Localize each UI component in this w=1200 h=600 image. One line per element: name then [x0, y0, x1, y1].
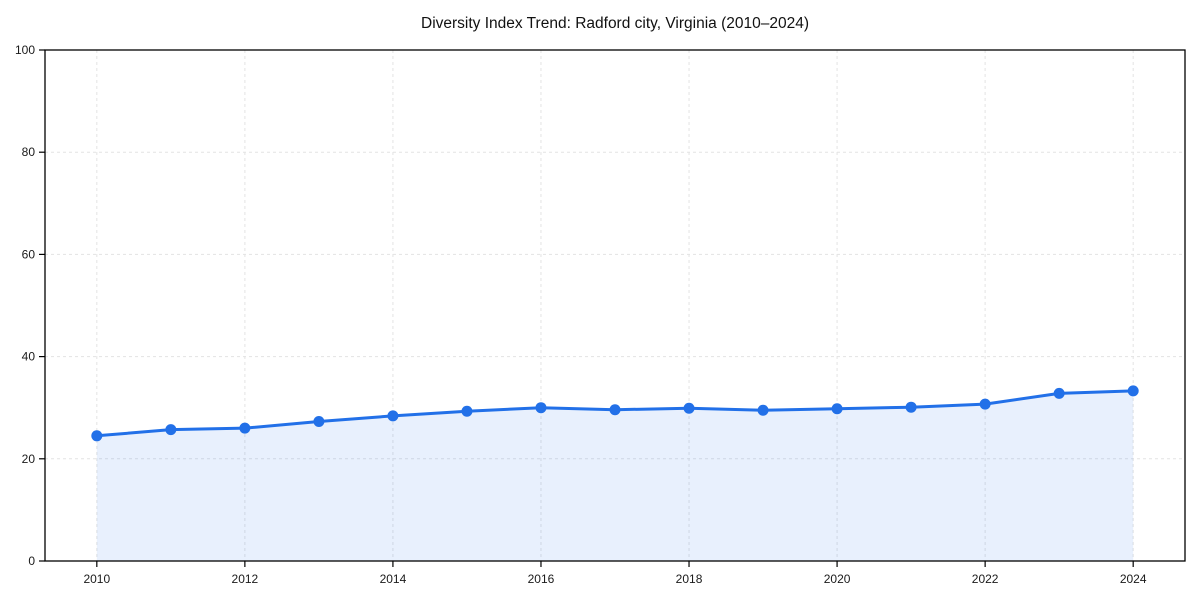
y-tick-label: 0 — [28, 554, 35, 568]
chart-title: Diversity Index Trend: Radford city, Vir… — [421, 15, 809, 32]
y-tick-label: 100 — [15, 43, 35, 57]
y-tick-label: 40 — [22, 350, 36, 364]
data-point-2024 — [1127, 385, 1139, 397]
data-point-2021 — [905, 401, 917, 413]
area-fill — [96, 390, 1134, 561]
x-tick-label: 2014 — [380, 572, 407, 586]
x-tick-label: 2020 — [824, 572, 851, 586]
data-point-2019 — [757, 404, 769, 416]
data-point-2014 — [387, 410, 399, 422]
data-point-2011 — [165, 424, 177, 436]
data-point-2010 — [91, 430, 103, 442]
x-tick-label: 2016 — [528, 572, 555, 586]
y-tick-label: 80 — [22, 145, 36, 159]
x-tick-label: 2018 — [676, 572, 703, 586]
x-tick-label: 2012 — [232, 572, 259, 586]
axis-frame — [44, 49, 1186, 562]
data-point-2020 — [831, 403, 843, 415]
x-tick-label: 2024 — [1120, 572, 1147, 586]
data-point-2018 — [683, 402, 695, 414]
x-tick-label: 2022 — [972, 572, 999, 586]
y-tick-label: 60 — [22, 247, 36, 261]
plot-area: 2010 2012 2014 2016 2018 2020 2022 2024 0 20 40 60 8… — [15, 43, 1186, 586]
data-point-2015 — [461, 405, 473, 417]
data-point-2013 — [313, 415, 325, 427]
data-point-2016 — [535, 402, 547, 414]
data-point-2017 — [609, 404, 621, 416]
data-point-2012 — [239, 422, 251, 434]
y-tick-label: 20 — [22, 452, 36, 466]
data-point-2022 — [979, 398, 991, 410]
data-point-2023 — [1053, 387, 1065, 399]
x-tick-label: 2010 — [83, 572, 110, 586]
